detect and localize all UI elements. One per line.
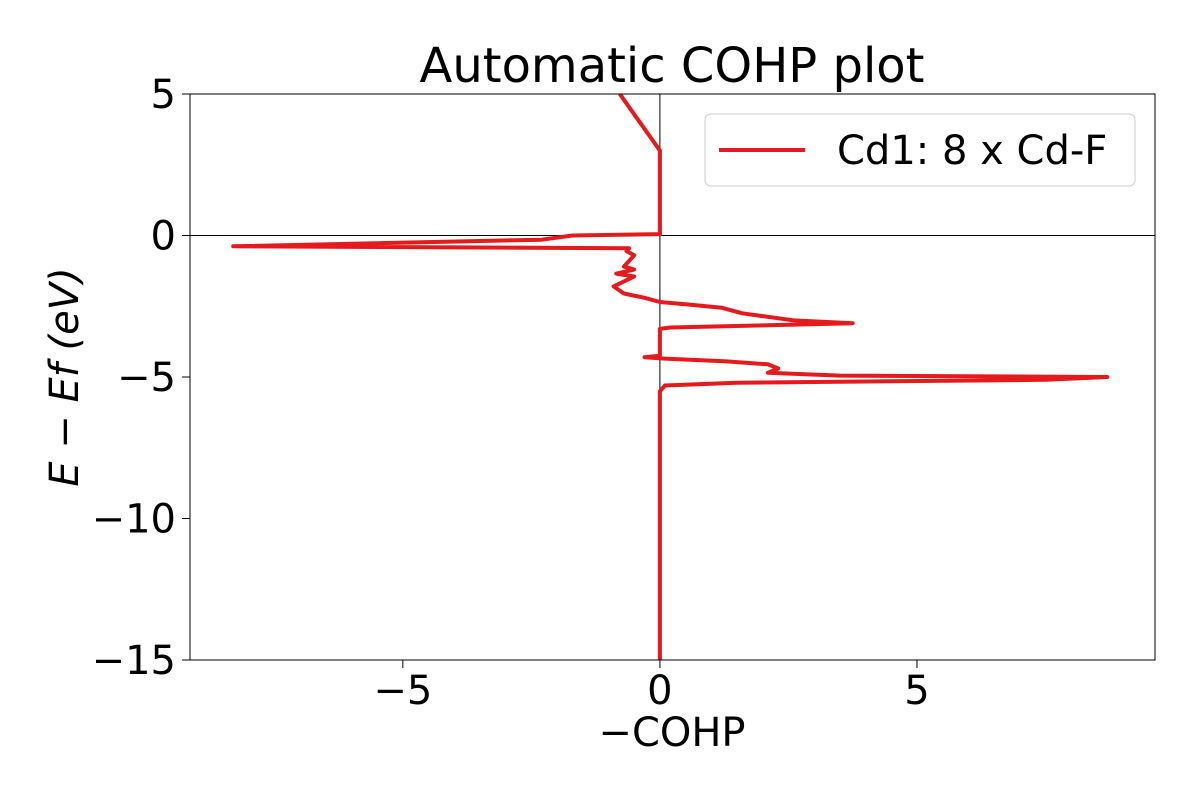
x-tick-label: 0 xyxy=(647,668,672,714)
y-tick-label: 0 xyxy=(151,214,176,260)
legend-box xyxy=(704,113,1136,187)
y-axis-label: E − Ef (eV) xyxy=(42,267,88,486)
y-tick-label: −5 xyxy=(117,355,176,401)
cohp-line xyxy=(231,94,1110,660)
y-tick-label: 5 xyxy=(151,72,176,118)
x-tick-label: −5 xyxy=(373,668,432,714)
x-tick-label: 5 xyxy=(904,668,929,714)
x-axis-label: −COHP xyxy=(598,710,745,756)
legend-label: Cd1: 8 x Cd-F xyxy=(837,128,1107,174)
y-tick-label: −10 xyxy=(92,497,176,543)
plot-frame xyxy=(189,93,1156,661)
chart-title: Automatic COHP plot xyxy=(419,38,924,94)
y-tick-label: −15 xyxy=(92,638,176,684)
